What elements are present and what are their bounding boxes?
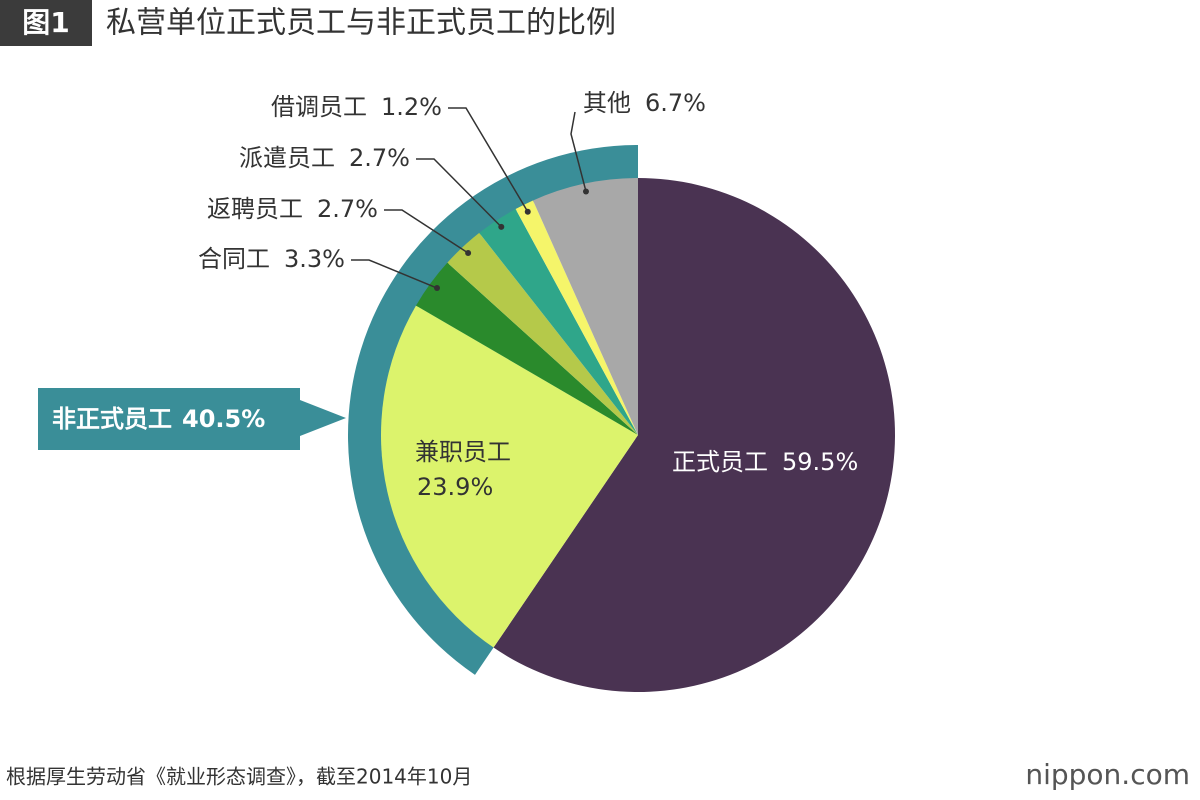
group-label: 非正式员工	[52, 405, 172, 433]
slice-label: 派遣员工	[239, 144, 335, 172]
leader-dot	[582, 188, 589, 195]
chart-title: 私营单位正式员工与非正式员工的比例	[106, 6, 616, 41]
group-value-label: 40.5%	[182, 405, 265, 433]
pie-slice	[447, 232, 638, 435]
slice-label-group: 其他 6.7%	[583, 89, 706, 117]
slice-label: 其他	[583, 89, 631, 117]
slice-label-group: 派遣员工 2.7%	[239, 144, 410, 172]
pie-slice	[415, 262, 638, 435]
pie-slice	[532, 178, 638, 435]
leader-line	[448, 107, 529, 213]
slice-value-label: 2.7%	[317, 195, 378, 223]
leader-line	[570, 111, 587, 192]
slice-value-label: 23.9%	[417, 473, 493, 501]
pie-slice	[381, 305, 638, 648]
slice-label: 合同工	[198, 245, 270, 273]
source: 根据厚生劳动省《就业形态调查》，截至2014年10月	[6, 765, 472, 789]
leader-dot	[465, 249, 472, 256]
slice-value-label: 3.3%	[284, 245, 345, 273]
leader-dot	[524, 208, 531, 215]
group-label-group: 非正式员工 40.5%	[52, 405, 265, 433]
pie-slice	[479, 209, 638, 435]
slice-label-group: 借调员工 1.2%	[271, 93, 442, 121]
slice-label: 借调员工	[271, 93, 367, 121]
slice-label-group: 返聘员工 2.7%	[207, 195, 378, 223]
slice-label: 正式员工	[672, 448, 768, 476]
brand: nippon.com	[1025, 758, 1190, 791]
slice-label-group: 正式员工 59.5%	[672, 448, 858, 476]
slice-value-label: 2.7%	[349, 144, 410, 172]
slice-label: 返聘员工	[207, 195, 303, 223]
pie-slice	[493, 178, 896, 692]
slice-label: 兼职员工	[415, 438, 511, 466]
slice-value-label: 1.2%	[381, 93, 442, 121]
figure-label: 图1	[22, 6, 69, 39]
figure-label-box	[0, 0, 92, 46]
group-callout	[38, 388, 346, 450]
group-ring	[347, 145, 638, 675]
slice-value-label: 59.5%	[782, 448, 858, 476]
leader-dot	[498, 223, 505, 230]
leader-line	[416, 158, 502, 228]
slice-value-label: 6.7%	[645, 89, 706, 117]
leader-line	[351, 259, 438, 289]
leader-line	[384, 209, 469, 254]
leader-dot	[434, 285, 441, 292]
slice-label-group: 合同工 3.3%	[198, 245, 345, 273]
pie-slice	[515, 200, 638, 435]
